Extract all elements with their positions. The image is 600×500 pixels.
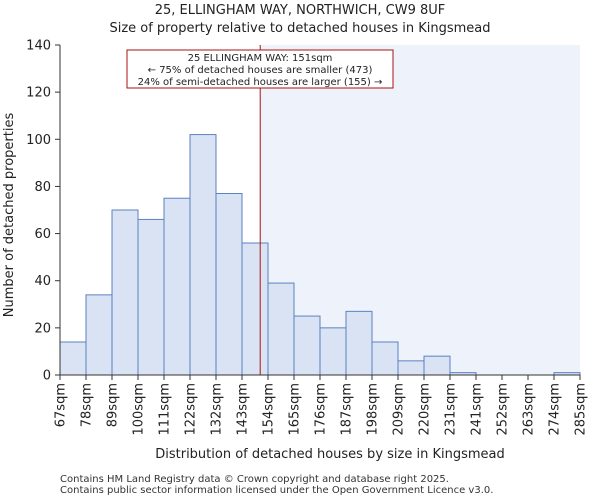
x-tick-label: 78sqm — [80, 383, 95, 427]
annotation-line-3: 24% of semi-detached houses are larger (… — [138, 77, 383, 88]
x-tick-label: 285sqm — [574, 383, 589, 436]
histogram-bar — [319, 327, 347, 376]
x-tick-label: 252sqm — [496, 383, 511, 436]
histogram-bar — [163, 197, 191, 376]
x-tick-label: 132sqm — [210, 383, 225, 436]
histogram-bar — [241, 242, 269, 376]
x-tick-label: 198sqm — [366, 383, 381, 436]
y-tick-label: 80 — [34, 180, 51, 195]
x-tick-label: 143sqm — [236, 383, 251, 436]
y-tick-label: 40 — [34, 274, 51, 289]
histogram-bar — [293, 315, 321, 376]
y-tick-label: 0 — [43, 369, 51, 384]
histogram-bar — [345, 310, 373, 376]
x-tick-label: 111sqm — [158, 383, 173, 436]
y-tick-label: 20 — [34, 321, 51, 336]
x-axis-label: Distribution of detached houses by size … — [155, 447, 505, 462]
y-tick-label: 120 — [26, 86, 51, 101]
annotation-box — [126, 49, 394, 89]
plot-area: 0 20 40 60 80 100 120 140 67sqm 78sqm 89sqm 100sqm 1… — [26, 39, 588, 436]
x-tick-label: 274sqm — [548, 383, 563, 436]
x-tick-label: 100sqm — [132, 383, 147, 436]
footer-licence: Contains public sector information licen… — [60, 485, 494, 496]
histogram-bar — [215, 193, 243, 376]
y-axis-label: Number of detached properties — [2, 113, 17, 318]
x-tick-label: 231sqm — [444, 383, 459, 436]
x-tick-label: 89sqm — [106, 383, 121, 427]
x-tick-label: 209sqm — [392, 383, 407, 436]
x-tick-label: 220sqm — [418, 383, 433, 436]
y-tick-label: 60 — [34, 227, 51, 242]
chart-title-line2: Size of property relative to detached ho… — [109, 21, 490, 36]
histogram-bar — [59, 341, 87, 376]
histogram-bar — [371, 341, 399, 376]
x-tick-label: 176sqm — [314, 383, 329, 436]
histogram-bar — [189, 134, 217, 376]
histogram-bar — [85, 294, 113, 376]
histogram-bar — [267, 282, 295, 376]
chart-title-line1: 25, ELLINGHAM WAY, NORTHWICH, CW9 8UF — [155, 3, 446, 18]
y-tick-label: 140 — [26, 39, 51, 54]
x-tick-label: 187sqm — [340, 383, 355, 436]
x-tick-label: 67sqm — [54, 383, 69, 427]
x-tick-label: 165sqm — [288, 383, 303, 436]
x-tick-label: 241sqm — [470, 383, 485, 436]
x-tick-label: 154sqm — [262, 383, 277, 436]
histogram-bar — [137, 218, 165, 376]
y-tick-label: 100 — [26, 133, 51, 148]
annotation-line-2: ← 75% of detached houses are smaller (47… — [148, 65, 373, 76]
footer-copyright: Contains HM Land Registry data © Crown c… — [60, 474, 449, 485]
x-tick-label: 122sqm — [184, 383, 199, 436]
x-tick-label: 263sqm — [522, 383, 537, 436]
histogram-bar — [397, 360, 425, 376]
annotation-line-1: 25 ELLINGHAM WAY: 151sqm — [188, 53, 333, 64]
histogram-bar — [111, 209, 139, 376]
histogram-bar — [423, 355, 451, 376]
